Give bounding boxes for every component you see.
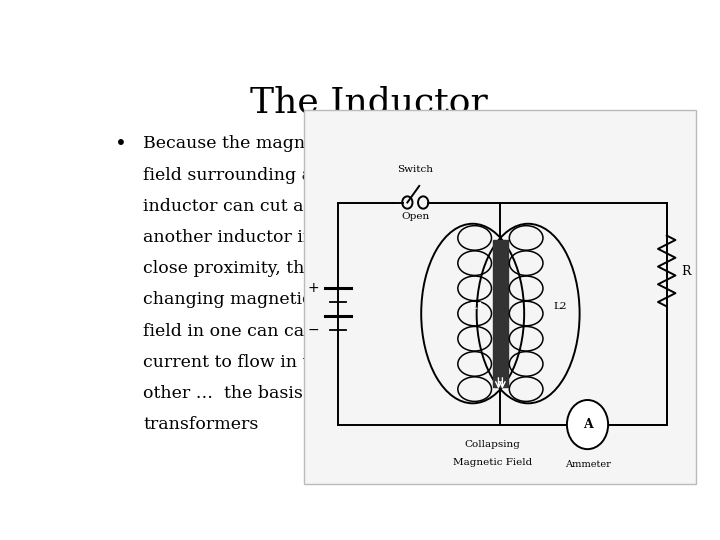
- Text: current to flow in the: current to flow in the: [143, 354, 331, 371]
- Text: field surrounding an: field surrounding an: [143, 167, 323, 184]
- Text: Collapsing: Collapsing: [464, 440, 521, 449]
- Circle shape: [567, 400, 608, 449]
- Text: Ammeter: Ammeter: [564, 460, 611, 469]
- Text: A: A: [582, 418, 593, 431]
- Bar: [493, 240, 508, 387]
- Text: Switch: Switch: [397, 165, 433, 174]
- Text: •: •: [115, 136, 127, 154]
- Text: +: +: [307, 281, 319, 294]
- Text: close proximity, the: close proximity, the: [143, 260, 315, 277]
- Text: −: −: [307, 323, 319, 337]
- Text: L1: L1: [469, 302, 484, 311]
- Text: transformers: transformers: [143, 416, 258, 433]
- Text: changing magnetic: changing magnetic: [143, 292, 312, 308]
- Text: inductor can cut across: inductor can cut across: [143, 198, 350, 215]
- Text: Because the magnetic: Because the magnetic: [143, 136, 338, 152]
- Text: L2: L2: [553, 302, 567, 311]
- Text: field in one can cause: field in one can cause: [143, 322, 335, 340]
- Text: R: R: [682, 265, 691, 278]
- Text: another inductor in: another inductor in: [143, 229, 314, 246]
- Text: Open: Open: [401, 212, 429, 221]
- Text: other …  the basis of: other … the basis of: [143, 385, 325, 402]
- FancyBboxPatch shape: [305, 110, 696, 484]
- Text: Magnetic Field: Magnetic Field: [453, 458, 532, 467]
- Text: The Inductor: The Inductor: [250, 85, 488, 119]
